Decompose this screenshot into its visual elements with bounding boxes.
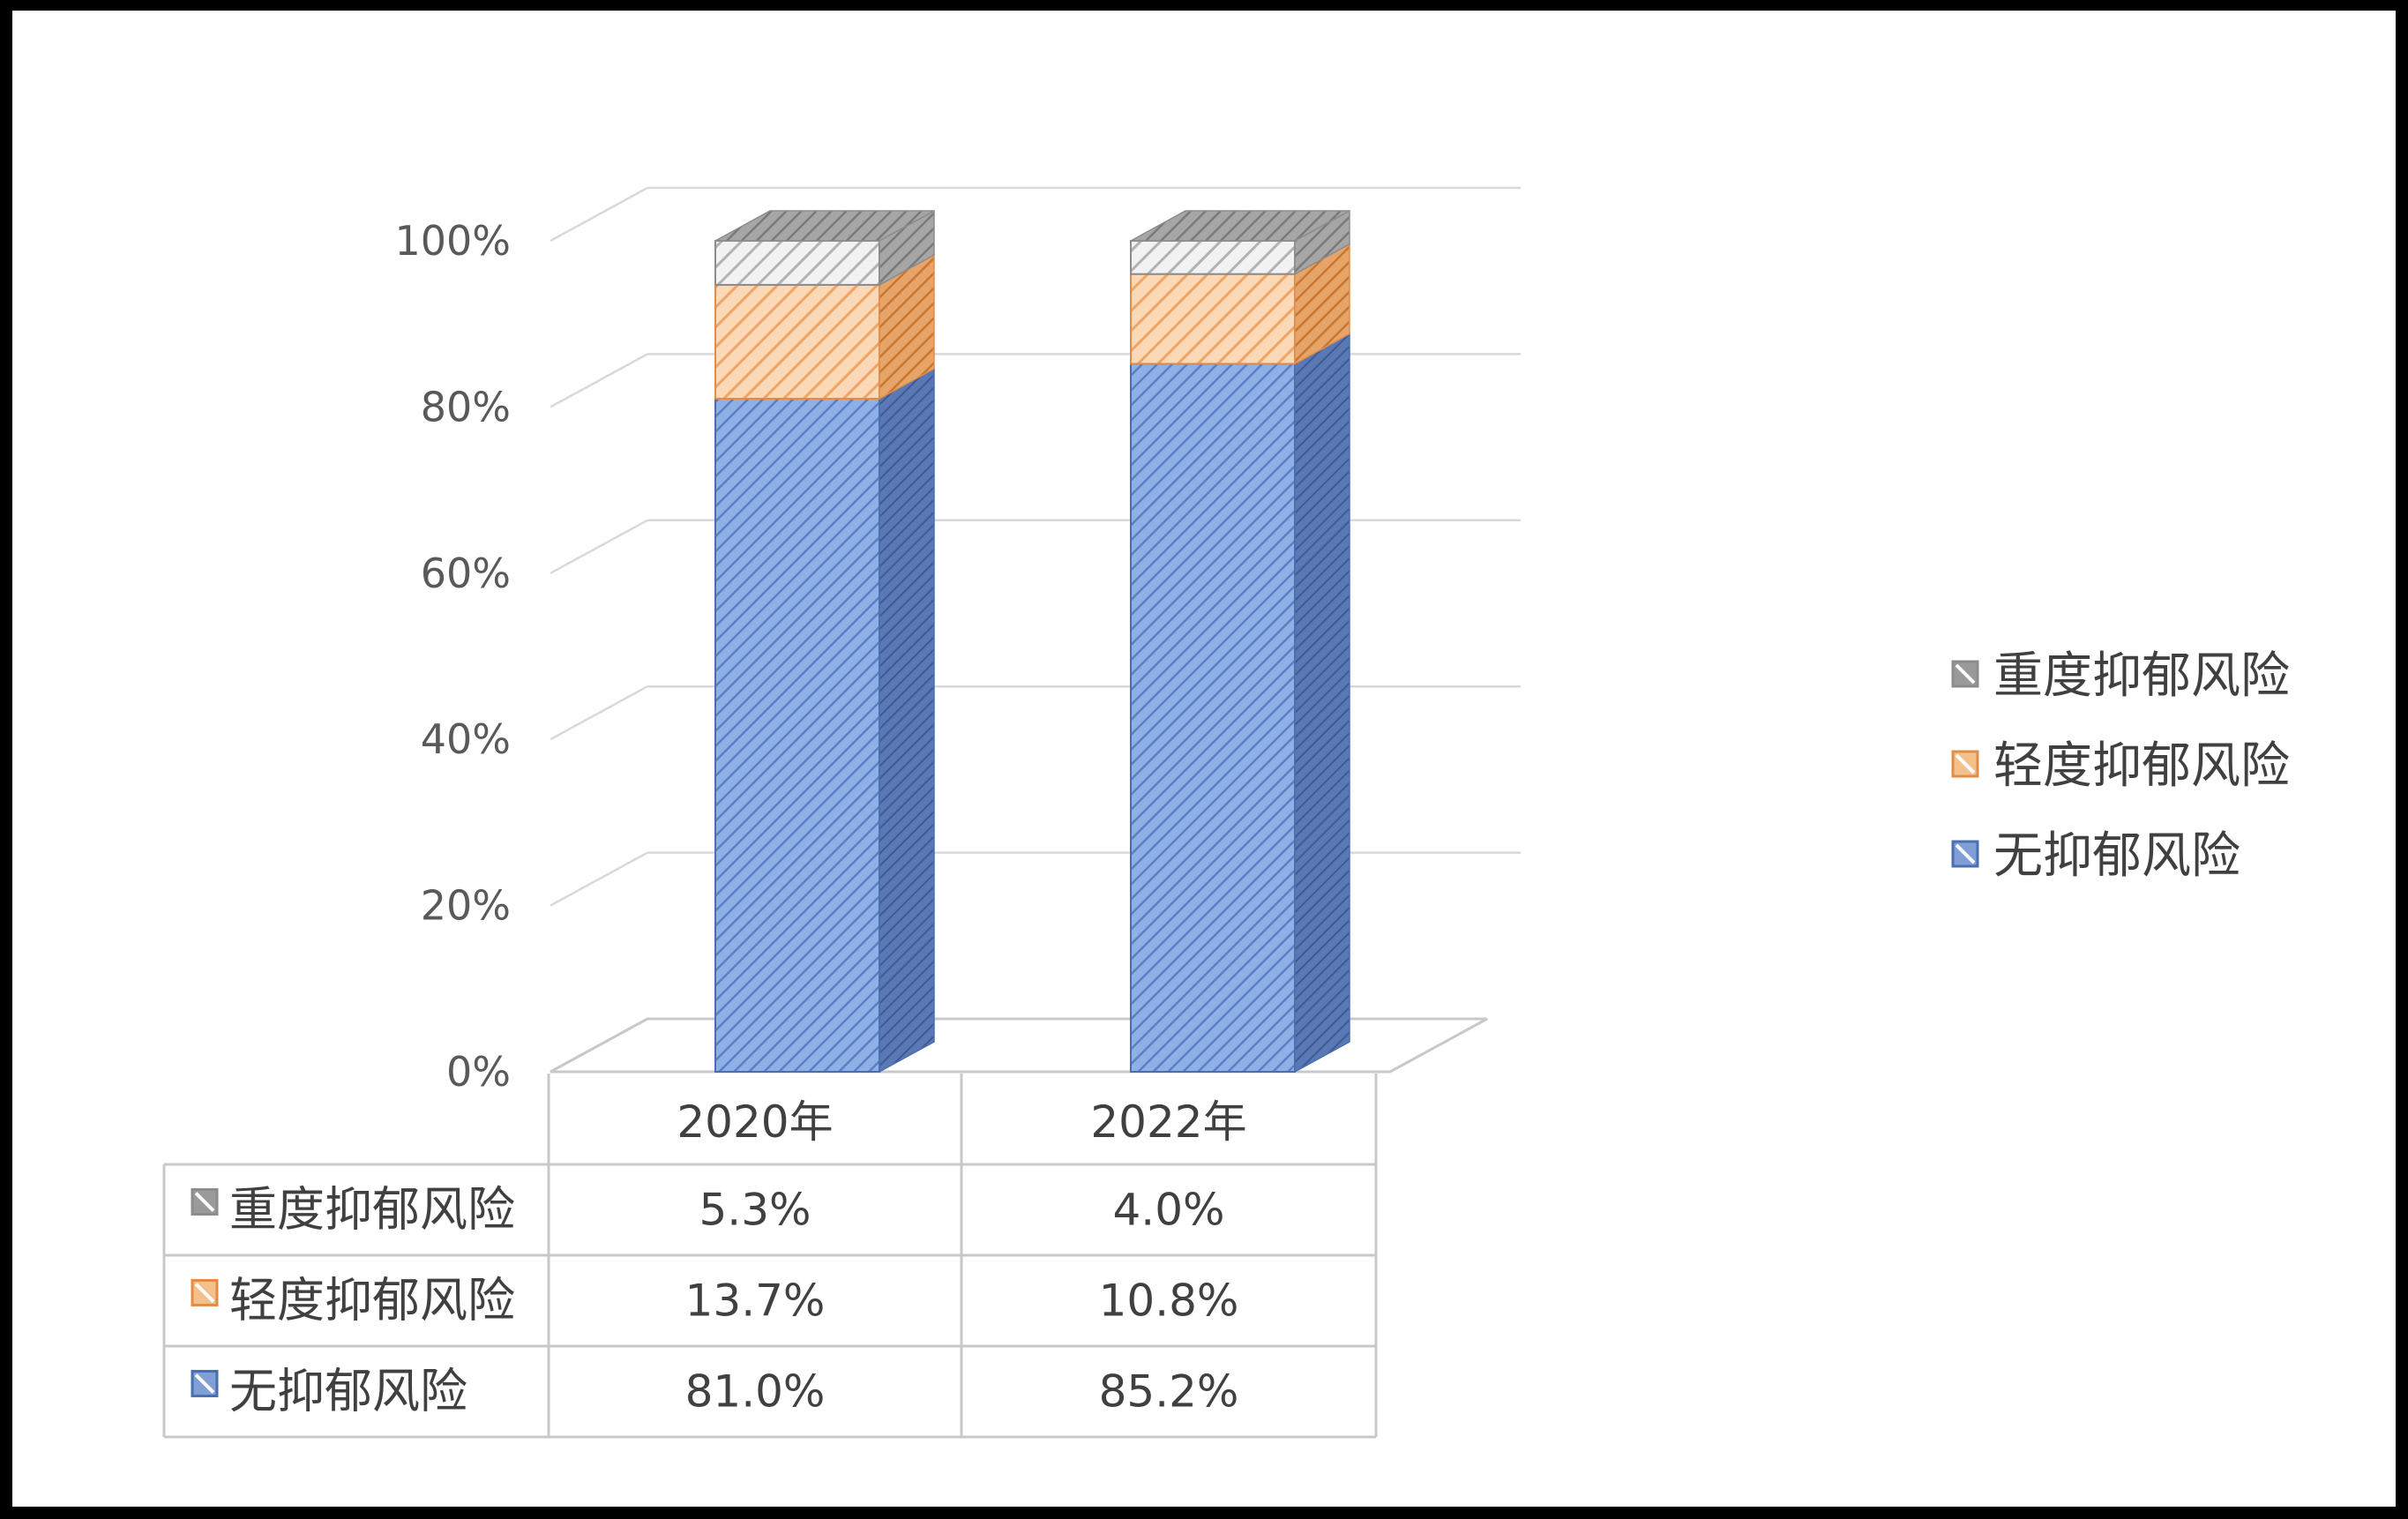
bar-segment [714, 397, 880, 1074]
table-value-cell: 85.2% [1099, 1366, 1239, 1418]
table-value-cell: 10.8% [1099, 1276, 1239, 1327]
table-row-label: 无抑郁风险 [229, 1364, 467, 1419]
bar-segment [1130, 363, 1296, 1073]
legend-key-hatch [1955, 753, 1976, 774]
gridline-side [550, 685, 648, 741]
gridline-side [550, 186, 648, 243]
gridlines: 0% 20% 40% 60% 80% 100% [394, 186, 1521, 1096]
y-tick-label: 0% [446, 1048, 511, 1096]
table-legend-key-hatch [194, 1373, 215, 1394]
legend-label: 无抑郁风险 [1993, 827, 2240, 885]
table-legend-key-hatch [194, 1192, 215, 1212]
bar-segment-side [1294, 333, 1350, 1074]
gridline-side [550, 851, 648, 907]
table-value-cell: 13.7% [685, 1276, 826, 1327]
table-row-label: 轻度抑郁风险 [229, 1273, 515, 1328]
bar-segment [1130, 273, 1296, 365]
legend-label: 轻度抑郁风险 [1993, 737, 2290, 795]
bars [714, 209, 1350, 1074]
bar-segment [714, 240, 880, 286]
bar-segment-side [879, 367, 935, 1074]
table-value-cell: 81.0% [685, 1366, 826, 1418]
table-header-cell: 2020年 [677, 1096, 833, 1148]
table-value-cell: 5.3% [699, 1185, 811, 1236]
gridline-side [550, 353, 648, 408]
legend-key-hatch [1955, 663, 1976, 685]
legend-label: 重度抑郁风险 [1993, 647, 2290, 705]
bar-top-face [714, 210, 935, 242]
y-tick-label: 80% [421, 383, 511, 430]
y-tick-label: 100% [394, 217, 511, 265]
chart-floor [550, 1017, 1488, 1074]
chart-frame: 0% 20% 40% 60% 80% 100% 2020年 2022年 重度抑郁风险 5.3% 4… [12, 11, 2396, 1507]
table-row-label: 重度抑郁风险 [229, 1182, 515, 1238]
y-tick-label: 20% [421, 882, 511, 930]
table-value-cell: 4.0% [1112, 1185, 1224, 1236]
table-legend-key-hatch [194, 1283, 215, 1303]
table-header-cell: 2022年 [1090, 1096, 1246, 1148]
y-tick-label: 60% [421, 550, 511, 597]
bar-segment [1130, 240, 1296, 275]
gridline-side [550, 519, 648, 574]
legend-key-hatch [1955, 843, 1976, 864]
y-tick-label: 40% [421, 715, 511, 763]
bar-top-face [1130, 210, 1350, 242]
bar-segment [714, 283, 880, 400]
